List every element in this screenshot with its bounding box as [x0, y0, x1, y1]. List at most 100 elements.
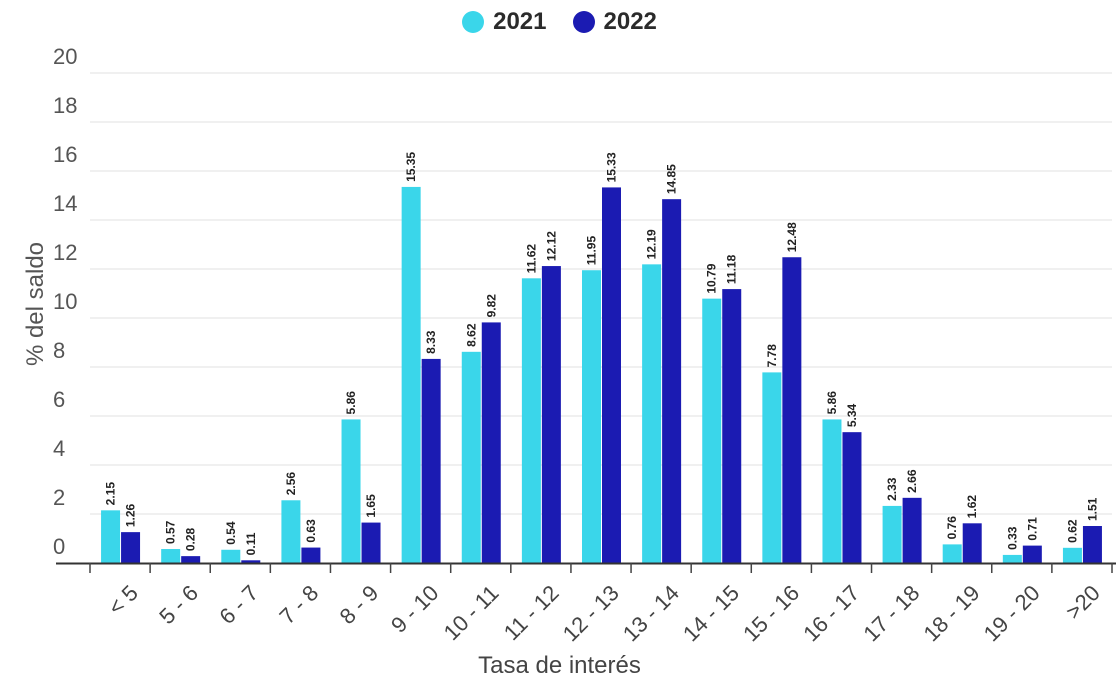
- data-label: 11.62: [524, 244, 538, 274]
- data-label: 0.76: [945, 516, 959, 540]
- x-tick-label: 15 - 16: [738, 580, 804, 646]
- data-label: 0.54: [224, 521, 238, 545]
- bar-2022: [1082, 526, 1102, 563]
- data-label: 8.62: [464, 323, 478, 347]
- bar-2022: [842, 432, 862, 563]
- bar-2021: [341, 419, 361, 563]
- data-label: 0.33: [1005, 526, 1019, 550]
- bar-2022: [361, 522, 381, 563]
- data-label: 0.62: [1065, 519, 1079, 543]
- bar-2021: [281, 500, 301, 563]
- data-label: 5.34: [845, 403, 859, 427]
- data-label: 8.33: [424, 330, 438, 354]
- y-tick-label: 18: [53, 93, 77, 118]
- y-tick-label: 12: [53, 240, 77, 265]
- bar-2022: [962, 523, 982, 563]
- x-tick-label: 9 - 10: [386, 580, 443, 637]
- bar-2021: [1002, 554, 1022, 563]
- x-tick-label: 18 - 19: [918, 580, 984, 646]
- data-label: 14.85: [665, 164, 679, 194]
- y-tick-label: 16: [53, 142, 77, 167]
- data-label: 0.28: [184, 527, 198, 551]
- x-tick-label: 7 - 8: [274, 580, 323, 629]
- bar-2022: [541, 266, 561, 563]
- data-label: 2.15: [104, 482, 118, 506]
- data-label: 10.79: [705, 263, 719, 293]
- bar-2021: [702, 298, 722, 563]
- legend: 2021 2022: [0, 8, 1119, 36]
- bar-2022: [602, 187, 621, 564]
- data-label: 12.19: [645, 229, 659, 259]
- y-tick-label: 0: [53, 534, 65, 559]
- data-label: 1.62: [965, 495, 979, 519]
- x-tick-label: 10 - 11: [439, 580, 504, 645]
- bar-2021: [582, 270, 601, 563]
- bar-2021: [762, 372, 782, 563]
- legend-item-2022: 2022: [572, 8, 657, 36]
- bar-2022: [902, 497, 922, 563]
- bar-2021: [161, 549, 181, 563]
- bar-2021: [521, 278, 541, 563]
- x-tick-label: < 5: [103, 580, 143, 620]
- bar-2021: [461, 351, 481, 563]
- x-tick-label: 8 - 9: [335, 580, 384, 629]
- y-tick-label: 6: [53, 387, 65, 412]
- x-tick-label: 6 - 7: [214, 580, 263, 629]
- x-tick-label: 19 - 20: [979, 580, 1045, 646]
- bar-2022: [1022, 545, 1042, 563]
- data-label: 12.12: [544, 231, 558, 261]
- data-label: 9.82: [484, 294, 498, 318]
- data-label: 7.78: [765, 344, 779, 368]
- x-tick-label: >20: [1061, 580, 1105, 624]
- bar-2022: [722, 289, 742, 563]
- data-label: 11.95: [585, 236, 599, 266]
- data-label: 1.65: [364, 494, 378, 518]
- legend-swatch-2021: [462, 11, 485, 33]
- data-label: 2.66: [905, 469, 919, 493]
- data-label: 5.86: [344, 391, 358, 415]
- x-tick-label: 12 - 13: [558, 580, 624, 646]
- data-label: 2.33: [885, 477, 899, 501]
- bar-2022: [241, 560, 261, 563]
- x-tick-label: 16 - 17: [798, 580, 864, 646]
- x-axis-title: Tasa de interés: [478, 652, 641, 679]
- y-tick-label: 4: [53, 436, 65, 461]
- bar-2022: [481, 322, 501, 563]
- bar-2022: [301, 547, 321, 563]
- data-label: 2.56: [284, 472, 298, 496]
- y-tick-label: 10: [53, 289, 77, 314]
- bar-2021: [822, 419, 842, 563]
- legend-swatch-2022: [572, 11, 595, 33]
- bar-2021: [642, 264, 662, 563]
- data-label: 0.71: [1025, 517, 1039, 541]
- bar-2022: [662, 199, 682, 564]
- y-tick-label: 2: [53, 485, 65, 510]
- y-tick-label: 8: [53, 338, 65, 363]
- legend-label-2022: 2022: [603, 8, 657, 35]
- y-tick-label: 14: [53, 191, 77, 216]
- x-tick-label: 13 - 14: [618, 580, 684, 646]
- data-label: 15.35: [404, 152, 418, 182]
- data-label: 11.18: [725, 254, 739, 284]
- bar-2021: [1062, 547, 1082, 563]
- data-label: 15.33: [605, 152, 619, 182]
- data-label: 0.11: [244, 532, 258, 555]
- data-label: 1.51: [1085, 497, 1099, 521]
- y-tick-label: 20: [53, 44, 77, 69]
- x-tick-label: 11 - 12: [499, 580, 564, 645]
- bar-2022: [181, 556, 201, 563]
- x-tick-label: 14 - 15: [678, 580, 744, 646]
- legend-item-2021: 2021: [462, 8, 547, 36]
- data-label: 0.63: [304, 519, 318, 543]
- x-tick-label: 5 - 6: [154, 580, 203, 629]
- bar-2021: [401, 186, 421, 564]
- bar-2022: [421, 358, 441, 563]
- data-label: 5.86: [825, 391, 839, 415]
- data-label: 12.48: [785, 222, 799, 252]
- legend-label-2021: 2021: [493, 8, 547, 35]
- x-tick-label: 17 - 18: [858, 580, 924, 646]
- data-label: 1.26: [124, 503, 138, 527]
- bar-2022: [782, 257, 802, 563]
- data-label: 0.57: [164, 520, 178, 544]
